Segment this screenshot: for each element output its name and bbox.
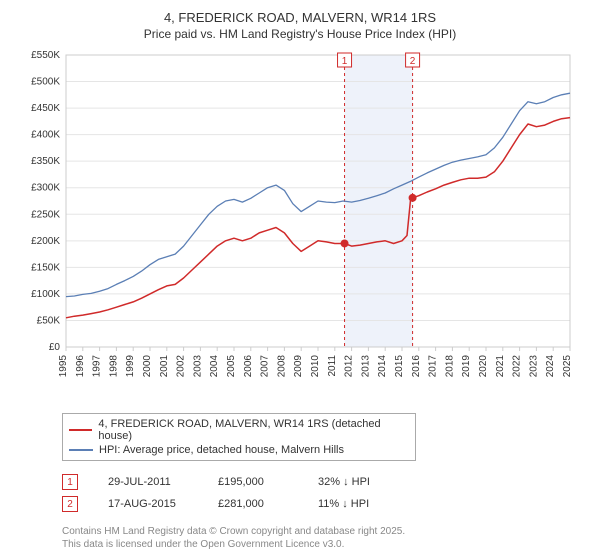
chart-title: 4, FREDERICK ROAD, MALVERN, WR14 1RS bbox=[18, 10, 582, 25]
svg-text:2016: 2016 bbox=[411, 355, 422, 378]
footer-line: This data is licensed under the Open Gov… bbox=[62, 538, 582, 551]
sales-table: 1 29-JUL-2011 £195,000 32% ↓ HPI 2 17-AUG-201… bbox=[62, 471, 582, 515]
svg-text:2023: 2023 bbox=[528, 355, 539, 378]
legend-item: HPI: Average price, detached house, Malv… bbox=[69, 443, 409, 457]
svg-text:£150K: £150K bbox=[31, 262, 60, 273]
sale-date: 29-JUL-2011 bbox=[108, 476, 188, 488]
svg-text:£500K: £500K bbox=[31, 77, 60, 88]
svg-text:1: 1 bbox=[342, 56, 348, 67]
svg-text:1998: 1998 bbox=[108, 355, 119, 378]
svg-text:2025: 2025 bbox=[562, 355, 573, 378]
footer: Contains HM Land Registry data © Crown c… bbox=[62, 525, 582, 551]
svg-text:£50K: £50K bbox=[37, 315, 61, 326]
svg-text:2009: 2009 bbox=[293, 355, 304, 378]
svg-text:£250K: £250K bbox=[31, 209, 60, 220]
chart: £0 £50K £100K £150K £200K £250K £300K £350K £400… bbox=[18, 47, 582, 407]
svg-text:2013: 2013 bbox=[360, 355, 371, 378]
svg-text:£100K: £100K bbox=[31, 289, 60, 300]
svg-text:2017: 2017 bbox=[428, 355, 439, 378]
legend-swatch bbox=[69, 429, 92, 431]
svg-text:2006: 2006 bbox=[243, 355, 254, 378]
svg-text:£450K: £450K bbox=[31, 103, 60, 114]
sale-date: 17-AUG-2015 bbox=[108, 498, 188, 510]
sale-marker: 1 bbox=[62, 474, 78, 490]
svg-text:2005: 2005 bbox=[226, 355, 237, 378]
svg-text:2015: 2015 bbox=[394, 355, 405, 378]
svg-text:1996: 1996 bbox=[75, 355, 86, 378]
svg-text:2021: 2021 bbox=[495, 355, 506, 378]
sale-price: £195,000 bbox=[218, 476, 288, 488]
legend: 4, FREDERICK ROAD, MALVERN, WR14 1RS (de… bbox=[62, 413, 416, 461]
svg-text:£350K: £350K bbox=[31, 156, 60, 167]
svg-text:2012: 2012 bbox=[344, 355, 355, 378]
svg-text:2007: 2007 bbox=[260, 355, 271, 378]
svg-text:2001: 2001 bbox=[159, 355, 170, 378]
chart-svg: £0 £50K £100K £150K £200K £250K £300K £350K £400… bbox=[18, 47, 578, 407]
svg-text:2014: 2014 bbox=[377, 355, 388, 378]
svg-text:2010: 2010 bbox=[310, 355, 321, 378]
svg-text:2024: 2024 bbox=[545, 355, 556, 378]
legend-label: HPI: Average price, detached house, Malv… bbox=[99, 444, 344, 456]
sale-price: £281,000 bbox=[218, 498, 288, 510]
svg-text:£550K: £550K bbox=[31, 50, 60, 61]
svg-text:2: 2 bbox=[410, 56, 416, 67]
sale-marker: 2 bbox=[62, 496, 78, 512]
svg-text:2020: 2020 bbox=[478, 355, 489, 378]
legend-label: 4, FREDERICK ROAD, MALVERN, WR14 1RS (de… bbox=[98, 418, 409, 442]
svg-text:2022: 2022 bbox=[512, 355, 523, 378]
svg-text:2002: 2002 bbox=[176, 355, 187, 378]
legend-swatch bbox=[69, 449, 93, 451]
svg-text:2003: 2003 bbox=[192, 355, 203, 378]
sale-row: 2 17-AUG-2015 £281,000 11% ↓ HPI bbox=[62, 493, 582, 515]
svg-text:2008: 2008 bbox=[276, 355, 287, 378]
sale-row: 1 29-JUL-2011 £195,000 32% ↓ HPI bbox=[62, 471, 582, 493]
svg-text:2011: 2011 bbox=[327, 355, 338, 377]
svg-text:£200K: £200K bbox=[31, 236, 60, 247]
svg-text:1999: 1999 bbox=[125, 355, 136, 378]
svg-text:1995: 1995 bbox=[58, 355, 69, 378]
svg-text:1997: 1997 bbox=[92, 355, 103, 378]
sale-diff: 11% ↓ HPI bbox=[318, 498, 388, 510]
svg-text:£300K: £300K bbox=[31, 183, 60, 194]
chart-subtitle: Price paid vs. HM Land Registry's House … bbox=[18, 27, 582, 41]
svg-text:2000: 2000 bbox=[142, 355, 153, 378]
svg-text:£0: £0 bbox=[49, 342, 61, 353]
legend-item: 4, FREDERICK ROAD, MALVERN, WR14 1RS (de… bbox=[69, 417, 409, 443]
footer-line: Contains HM Land Registry data © Crown c… bbox=[62, 525, 582, 538]
svg-text:2018: 2018 bbox=[444, 355, 455, 378]
svg-text:2004: 2004 bbox=[209, 355, 220, 378]
sale-diff: 32% ↓ HPI bbox=[318, 476, 388, 488]
svg-text:£400K: £400K bbox=[31, 130, 60, 141]
svg-text:2019: 2019 bbox=[461, 355, 472, 378]
